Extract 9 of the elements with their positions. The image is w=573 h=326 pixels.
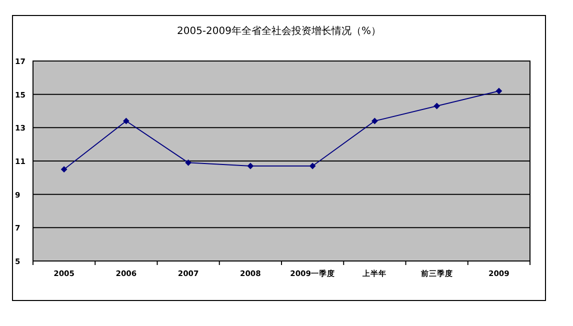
point bbox=[371, 118, 378, 124]
point bbox=[496, 88, 502, 94]
point bbox=[309, 162, 316, 170]
point bbox=[185, 159, 192, 166]
point bbox=[60, 166, 68, 173]
point bbox=[434, 102, 440, 110]
point bbox=[247, 162, 254, 170]
title: 2005-2009年全省全社会投资增长情况（%） bbox=[177, 26, 381, 37]
point bbox=[122, 118, 130, 124]
